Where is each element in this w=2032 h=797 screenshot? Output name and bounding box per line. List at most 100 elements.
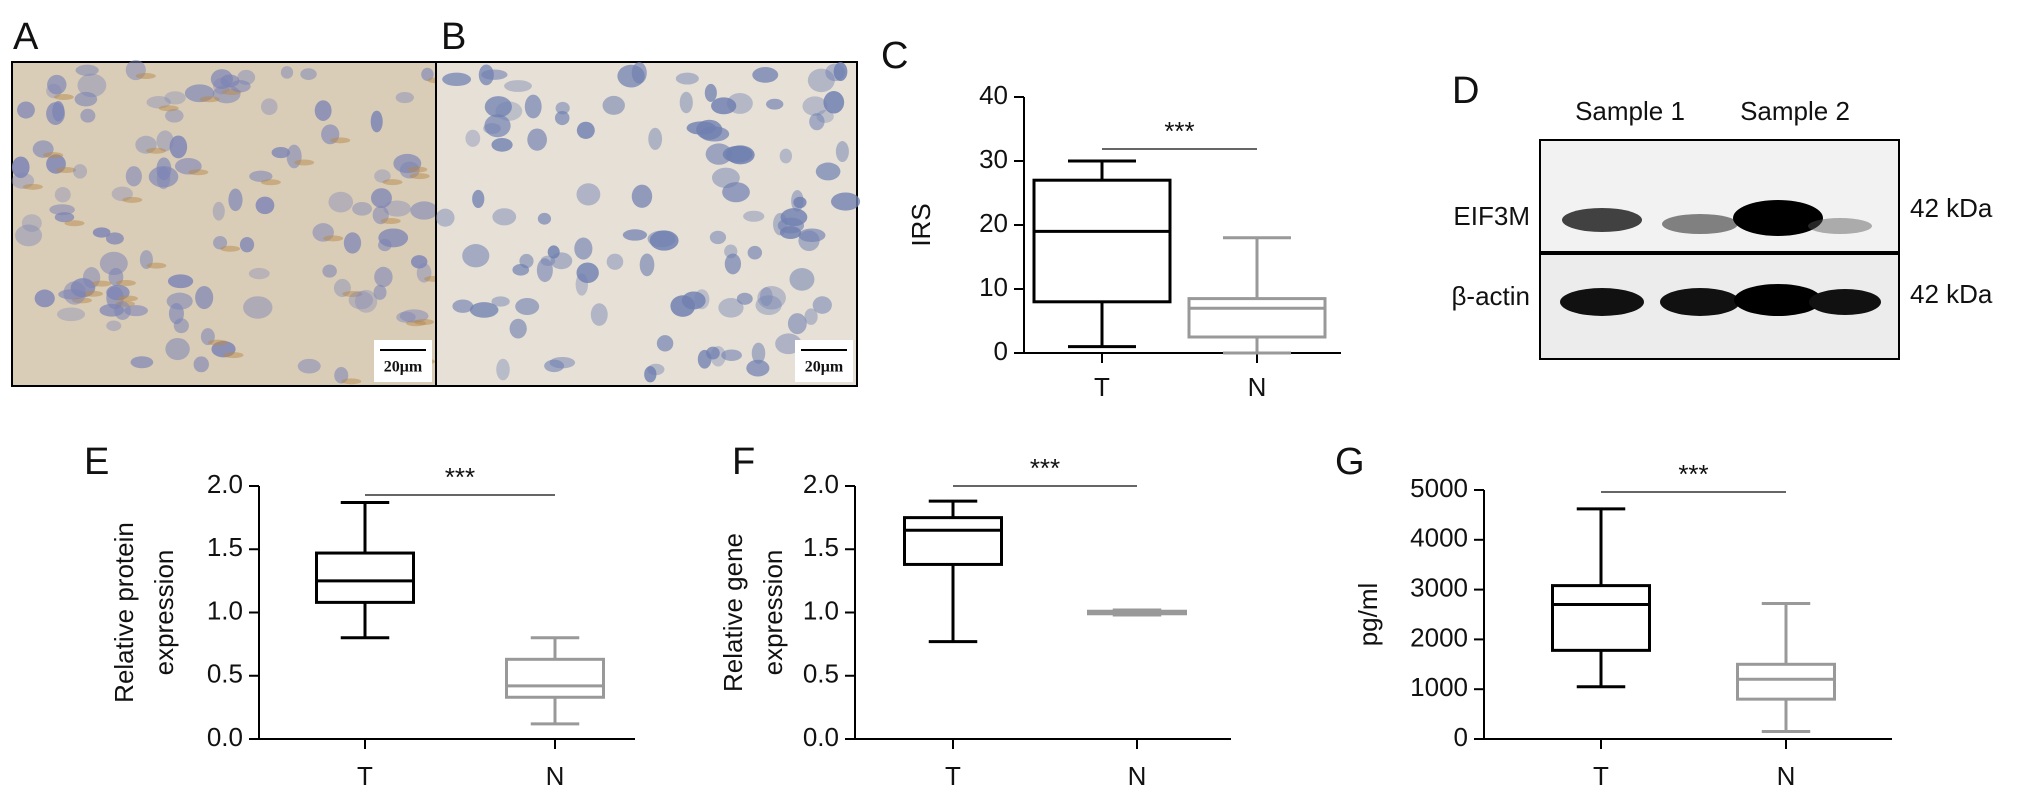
- y-axis-label: IRS: [906, 203, 936, 246]
- band: [1562, 208, 1642, 232]
- cell: [492, 208, 517, 226]
- cell: [681, 291, 706, 310]
- cell: [555, 101, 570, 115]
- stain: [414, 318, 435, 325]
- cell: [193, 356, 209, 373]
- y-tick-label: 0.5: [803, 659, 839, 689]
- cell: [722, 182, 750, 203]
- stain: [22, 183, 43, 190]
- cell: [809, 113, 825, 131]
- box: [1551, 584, 1651, 652]
- cell: [798, 228, 826, 243]
- whisker-lower: [1761, 699, 1811, 734]
- cell: [622, 229, 647, 241]
- y-tick-label: 1.0: [803, 595, 839, 625]
- cell: [99, 303, 124, 317]
- cell: [656, 335, 674, 352]
- panel-label: G: [1335, 441, 1365, 483]
- cell: [590, 303, 608, 326]
- band: [1809, 289, 1881, 315]
- cell: [195, 286, 214, 310]
- x-tick-label: T: [945, 761, 961, 791]
- cell: [74, 91, 98, 107]
- stain: [158, 105, 179, 112]
- cell: [75, 64, 99, 76]
- cell: [73, 164, 88, 179]
- stain: [207, 339, 228, 346]
- x-tick-label: N: [1248, 372, 1267, 402]
- cell: [52, 100, 65, 122]
- stain: [342, 290, 363, 297]
- stain: [115, 279, 136, 286]
- cell: [47, 74, 67, 95]
- cell: [239, 236, 255, 253]
- cell: [261, 98, 278, 116]
- cell: [230, 80, 251, 93]
- whisker-upper: [928, 499, 978, 518]
- cell: [374, 169, 391, 183]
- whisker-lower: [1223, 337, 1291, 355]
- cell: [787, 313, 807, 335]
- stain: [323, 235, 344, 242]
- cell: [491, 296, 510, 307]
- cell: [831, 192, 861, 211]
- cell: [148, 166, 179, 188]
- cell: [631, 184, 653, 208]
- cell: [709, 230, 727, 245]
- cell: [823, 91, 845, 114]
- cell: [210, 69, 233, 89]
- stain: [294, 159, 315, 166]
- cell: [452, 299, 474, 313]
- whisker-upper: [340, 500, 390, 554]
- cell: [169, 135, 188, 159]
- y-axis-label: pg/ml: [1353, 583, 1383, 647]
- whisker-lower: [1576, 650, 1626, 689]
- cell: [478, 64, 494, 86]
- panel-label: A: [13, 16, 39, 58]
- cell: [314, 100, 332, 121]
- band: [1733, 200, 1823, 236]
- x-tick-label: T: [1593, 761, 1609, 791]
- cell: [751, 342, 766, 364]
- stain: [223, 352, 244, 359]
- band: [1808, 218, 1872, 234]
- cell: [746, 359, 770, 377]
- cell: [504, 80, 532, 92]
- y-tick-label: 2000: [1410, 622, 1468, 652]
- cell: [779, 226, 802, 239]
- stain: [407, 166, 428, 173]
- cell: [435, 208, 455, 227]
- cell: [648, 127, 663, 150]
- y-axis-label: expression: [149, 550, 179, 676]
- cell: [647, 363, 665, 376]
- whisker-upper: [530, 636, 580, 660]
- row-label: β-actin: [1451, 281, 1530, 311]
- cell: [537, 212, 552, 225]
- cell: [472, 189, 485, 208]
- micrographs: 20μm 20μm: [11, 59, 861, 387]
- x-tick-label: N: [546, 761, 565, 791]
- cell: [56, 307, 86, 322]
- cell: [574, 237, 593, 260]
- box: [1032, 178, 1172, 304]
- cell: [469, 302, 499, 318]
- whisker-upper: [1068, 159, 1136, 181]
- panel-label: E: [84, 441, 109, 483]
- cell: [757, 286, 786, 310]
- cell: [718, 297, 744, 318]
- cell: [639, 253, 655, 277]
- panel-label: B: [441, 16, 466, 58]
- cell: [825, 63, 845, 82]
- cell: [791, 190, 804, 212]
- cell: [328, 191, 354, 213]
- stain: [91, 280, 112, 287]
- cell: [602, 95, 625, 115]
- cell: [679, 91, 693, 114]
- cell: [484, 114, 511, 138]
- cell: [724, 244, 738, 259]
- panel-label: D: [1452, 70, 1479, 112]
- blot-panel: [1539, 139, 1900, 253]
- cell: [46, 83, 62, 99]
- cell: [354, 289, 378, 313]
- cell: [58, 289, 86, 300]
